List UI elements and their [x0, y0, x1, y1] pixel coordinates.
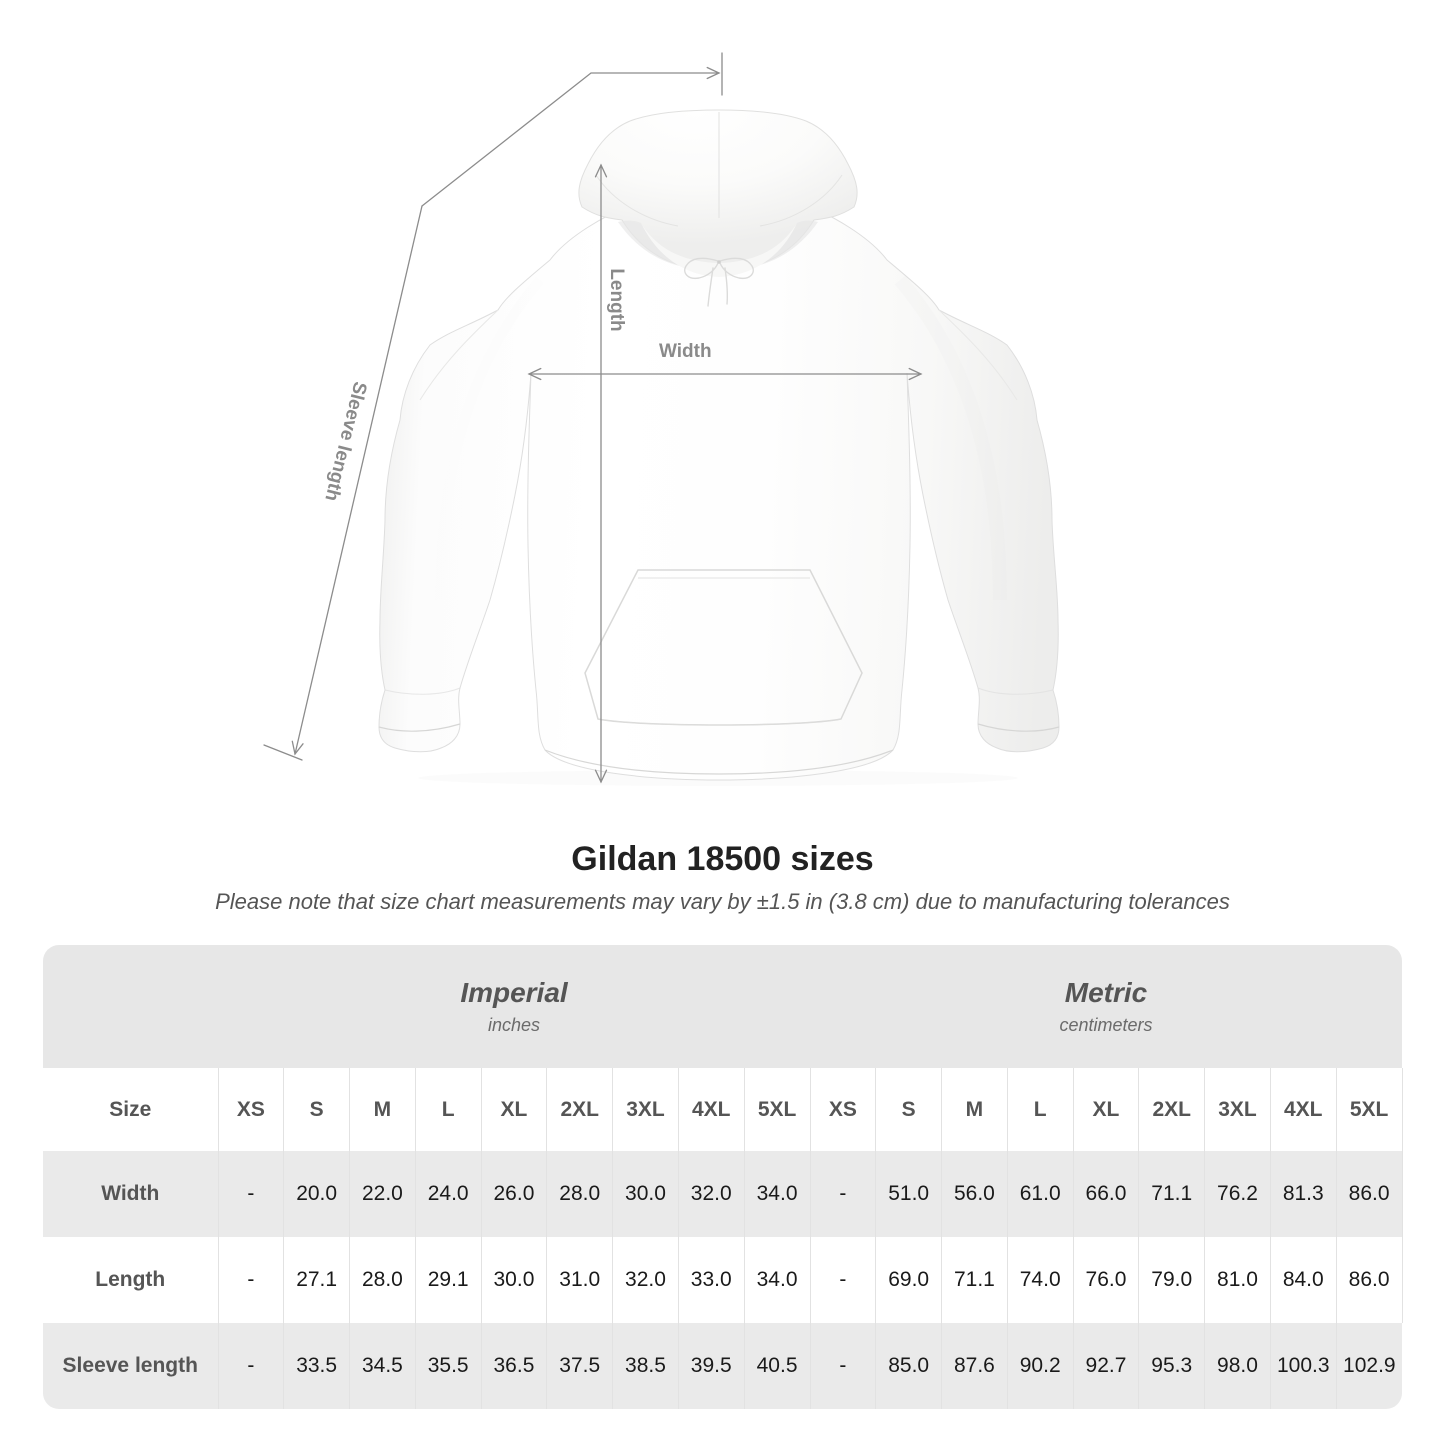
svg-text:Sleeve length: Sleeve length: [320, 379, 370, 503]
svg-text:Width: Width: [659, 341, 712, 362]
svg-text:Length: Length: [606, 268, 627, 331]
